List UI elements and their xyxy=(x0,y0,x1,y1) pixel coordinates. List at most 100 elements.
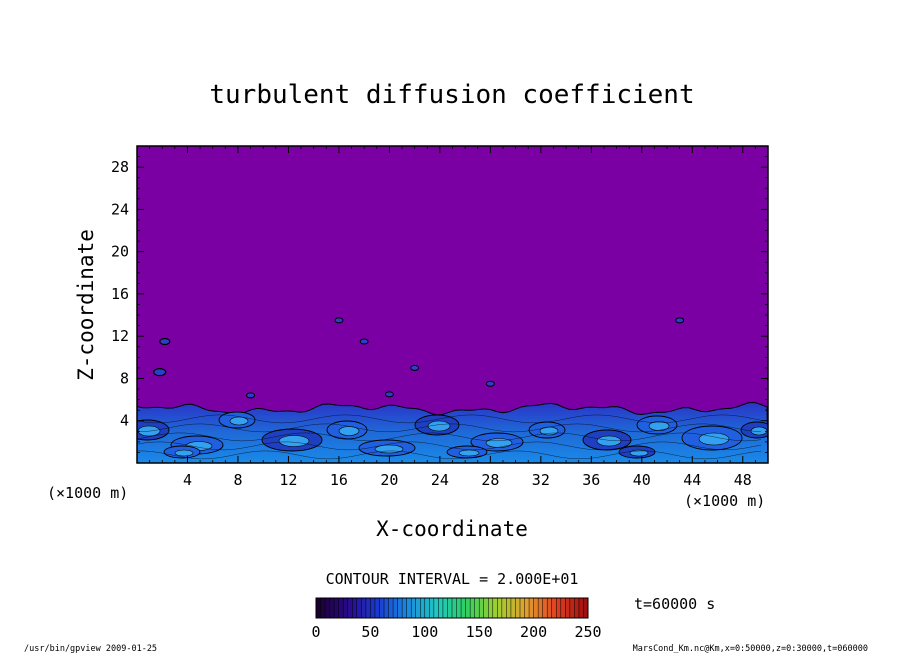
eddy-core xyxy=(427,420,451,432)
x-axis-unit-left: (×1000 m) xyxy=(47,484,128,502)
colorbar-segment xyxy=(420,598,426,618)
colorbar-segment xyxy=(433,598,439,618)
y-tick-label: 4 xyxy=(120,412,129,430)
colorbar-segment xyxy=(361,598,367,618)
footer-left-text: /usr/bin/gpview 2009-01-25 xyxy=(24,644,157,654)
x-axis-label: X-coordinate xyxy=(376,517,528,541)
colorbar-segment xyxy=(538,598,543,618)
colorbar-segment xyxy=(406,598,412,618)
colorbar-segment xyxy=(438,598,444,618)
eddy-core xyxy=(458,449,480,457)
colorbar-segment xyxy=(529,598,534,618)
colorbar-segment xyxy=(515,598,521,618)
y-axis-label: Z-coordinate xyxy=(74,229,98,381)
colorbar-segment xyxy=(347,598,353,618)
contour-streak xyxy=(137,414,762,424)
colorbar-segment xyxy=(452,598,457,618)
colorbar-segment xyxy=(578,598,584,618)
x-tick-label: 40 xyxy=(633,471,651,489)
x-tick-label: 36 xyxy=(582,471,600,489)
colorbar-segment xyxy=(374,598,380,618)
colorbar-tick-labels: 0 50 100 150 200 250 xyxy=(311,623,601,641)
contour-streak xyxy=(137,432,762,442)
contour-interval-label: CONTOUR INTERVAL = 2.000E+01 xyxy=(326,570,579,588)
isolated-contour xyxy=(384,391,394,398)
x-tick-label: 28 xyxy=(481,471,499,489)
y-tick-label: 16 xyxy=(111,285,129,303)
colorbar-segment xyxy=(470,598,475,618)
colorbar-tick-label: 250 xyxy=(574,623,601,641)
colorbar-segment xyxy=(556,598,562,618)
turbulent-layer xyxy=(137,317,768,463)
x-tick-label: 44 xyxy=(683,471,701,489)
colorbar-segment xyxy=(384,598,389,618)
colorbar-segment xyxy=(343,598,349,618)
time-label: t=60000 s xyxy=(634,595,715,613)
colorbar xyxy=(315,598,589,618)
x-axis-ticks: 4 8 12 16 20 24 28 32 36 40 44 48 xyxy=(149,146,756,489)
colorbar-segment xyxy=(379,598,385,618)
colorbar-segment xyxy=(510,598,516,618)
colorbar-segment xyxy=(325,598,330,618)
colorbar-segment xyxy=(388,598,394,618)
x-tick-label: 48 xyxy=(734,471,752,489)
colorbar-tick-label: 0 xyxy=(311,623,320,641)
footer-right-text: MarsCond_Km.nc@Km,x=0:50000,z=0:30000,t=… xyxy=(633,644,868,654)
x-tick-label: 32 xyxy=(532,471,550,489)
colorbar-segment xyxy=(356,598,362,618)
colorbar-segment xyxy=(565,598,571,618)
isolated-contour xyxy=(359,338,369,345)
isolated-contour xyxy=(159,337,171,346)
colorbar-segment xyxy=(501,598,507,618)
x-tick-label: 20 xyxy=(380,471,398,489)
colorbar-segment xyxy=(352,598,358,618)
y-tick-label: 24 xyxy=(111,200,129,218)
plot-area xyxy=(137,146,768,463)
colorbar-segment xyxy=(547,598,553,618)
colorbar-segment xyxy=(402,598,407,618)
eddy-core xyxy=(648,421,670,431)
colorbar-segment xyxy=(520,598,525,618)
colorbar-segment xyxy=(488,598,494,618)
y-tick-label: 8 xyxy=(120,369,129,387)
colorbar-segment xyxy=(524,598,530,618)
eddy-core xyxy=(698,432,730,446)
isolated-contour xyxy=(334,317,344,324)
colorbar-segment xyxy=(365,598,371,618)
contour-streak xyxy=(137,450,762,460)
colorbar-segment xyxy=(533,598,539,618)
colorbar-segment xyxy=(456,598,462,618)
y-axis-ticks: 4 8 12 16 20 24 28 xyxy=(111,156,768,453)
eddy-core xyxy=(629,449,649,457)
colorbar-segment xyxy=(574,598,580,618)
x-tick-label: 8 xyxy=(233,471,242,489)
eddy-core xyxy=(229,416,249,426)
colorbar-segment xyxy=(483,598,489,618)
x-tick-label: 12 xyxy=(279,471,297,489)
colorbar-segment xyxy=(474,598,480,618)
eddy-core xyxy=(278,435,310,447)
y-tick-label: 28 xyxy=(111,158,129,176)
colorbar-tick-label: 150 xyxy=(466,623,493,641)
colorbar-segment xyxy=(424,598,430,618)
contour-streak xyxy=(137,441,762,451)
isolated-contour xyxy=(485,380,495,387)
colorbar-segment xyxy=(560,598,566,618)
colorbar-tick-label: 200 xyxy=(520,623,547,641)
colorbar-segment xyxy=(338,598,344,618)
colorbar-segment xyxy=(583,598,589,618)
colorbar-segment xyxy=(393,598,398,618)
colorbar-segment xyxy=(506,598,512,618)
contour-streak xyxy=(137,423,762,433)
y-tick-label: 20 xyxy=(111,243,129,261)
colorbar-segment xyxy=(447,598,453,618)
isolated-contour xyxy=(410,364,420,371)
colorbar-segment xyxy=(415,598,421,618)
colorbar-segment xyxy=(334,598,339,618)
colorbar-segment xyxy=(329,598,335,618)
colorbar-segment xyxy=(569,598,575,618)
isolated-contour xyxy=(246,392,256,399)
x-axis-unit-right: (×1000 m) xyxy=(684,492,765,510)
